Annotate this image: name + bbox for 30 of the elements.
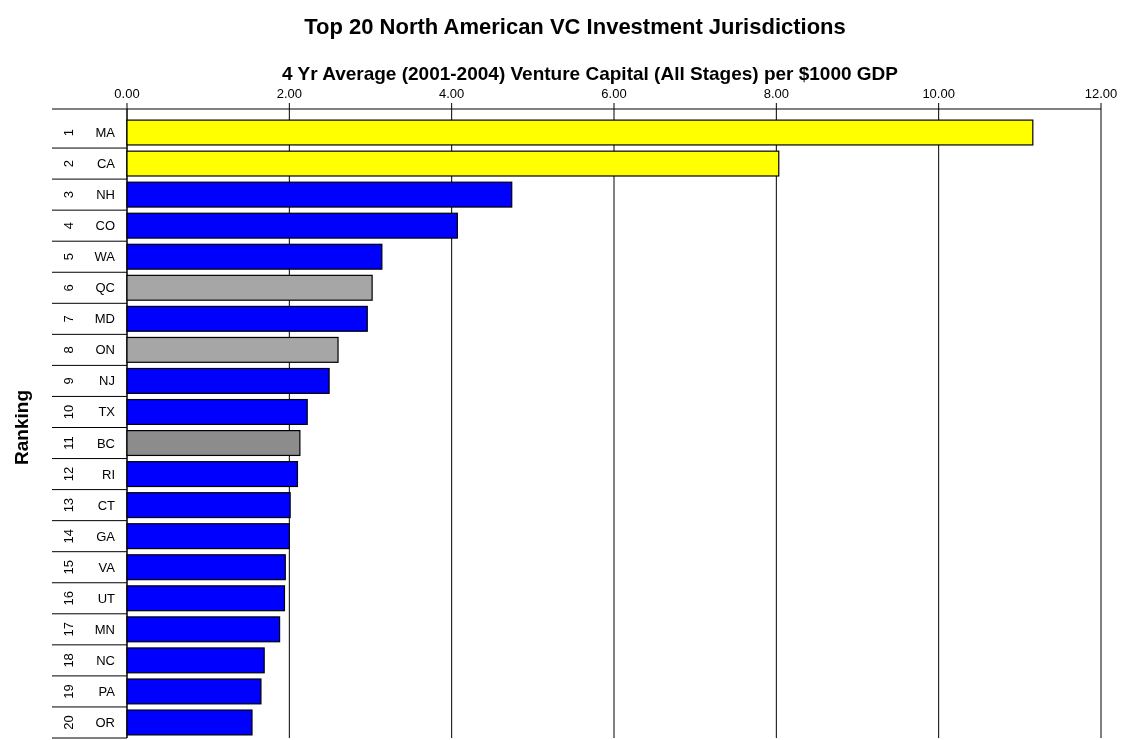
category-label: 8 ON: [60, 342, 115, 358]
x-tick-label: 0.00: [114, 86, 140, 101]
category-label: 3 NH: [60, 187, 115, 203]
category-label: 5 WA: [60, 249, 115, 265]
x-axis-title: 4 Yr Average (2001-2004) Venture Capital (All Stages) per $1000 GDP: [281, 63, 899, 84]
category-label: 2 CA: [60, 156, 115, 172]
category-label: 13 CT: [60, 497, 115, 513]
y-axis-title: Ranking: [11, 390, 32, 465]
x-tick-label: 6.00: [601, 86, 627, 101]
category-label: 4 CO: [60, 218, 115, 234]
category-label: 11 BC: [60, 435, 115, 451]
category-label: 14 GA: [60, 528, 115, 544]
category-label: 10 TX: [60, 404, 115, 420]
chart-title: Top 20 North American VC Investment Jurisdictions: [304, 14, 846, 39]
category-label: 9 NJ: [60, 373, 115, 389]
category-label: 20 OR: [60, 714, 115, 730]
category-label: 17 MN: [60, 621, 115, 637]
category-label: 1 MA: [60, 125, 115, 141]
category-label: 7 MD: [60, 311, 115, 327]
x-tick-label: 4.00: [439, 86, 465, 101]
category-label: 15 VA: [60, 559, 115, 575]
x-tick-label: 10.00: [922, 86, 955, 101]
category-label: 12 RI: [60, 466, 115, 482]
category-label: 18 NC: [60, 652, 115, 668]
x-tick-label: 8.00: [763, 86, 789, 101]
x-tick-label: 12.00: [1084, 86, 1118, 101]
category-label: 16 UT: [60, 590, 115, 606]
category-label: 6 QC: [60, 280, 115, 296]
category-label: 19 PA: [60, 683, 115, 699]
x-tick-label: 2.00: [276, 86, 302, 101]
